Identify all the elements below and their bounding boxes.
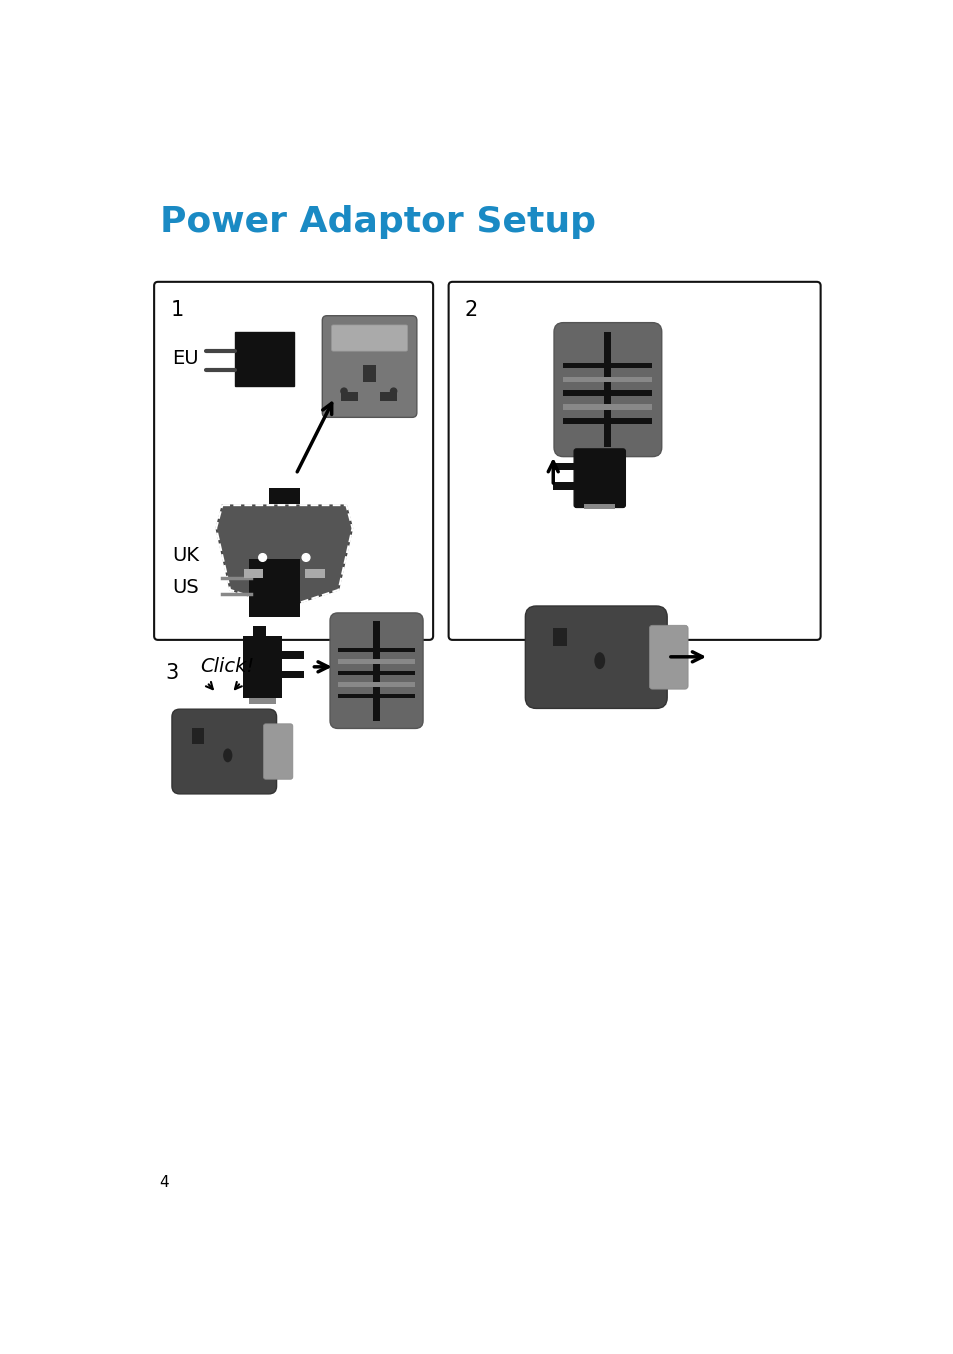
Bar bbox=[192, 728, 204, 743]
Polygon shape bbox=[216, 505, 353, 605]
FancyBboxPatch shape bbox=[330, 613, 422, 728]
Text: UK: UK bbox=[172, 546, 199, 565]
Text: 3: 3 bbox=[166, 663, 179, 682]
Bar bbox=[253, 626, 266, 640]
FancyBboxPatch shape bbox=[649, 626, 687, 689]
FancyBboxPatch shape bbox=[263, 724, 293, 780]
Bar bbox=[337, 693, 415, 699]
Bar bbox=[373, 620, 380, 720]
FancyBboxPatch shape bbox=[332, 325, 407, 351]
Ellipse shape bbox=[594, 653, 604, 669]
Bar bbox=[553, 482, 576, 490]
Bar bbox=[583, 504, 615, 509]
Text: 2: 2 bbox=[464, 299, 477, 320]
Circle shape bbox=[302, 554, 310, 562]
Text: US: US bbox=[172, 578, 198, 597]
Bar bbox=[562, 390, 652, 395]
Circle shape bbox=[340, 389, 347, 394]
Bar bbox=[363, 366, 375, 382]
Bar bbox=[553, 627, 567, 646]
Bar bbox=[337, 682, 415, 686]
FancyBboxPatch shape bbox=[172, 709, 276, 793]
Bar bbox=[244, 569, 263, 578]
Bar bbox=[562, 376, 652, 382]
FancyBboxPatch shape bbox=[554, 322, 661, 456]
FancyBboxPatch shape bbox=[322, 315, 416, 417]
Bar bbox=[379, 391, 396, 401]
Bar bbox=[562, 363, 652, 368]
Circle shape bbox=[258, 554, 266, 562]
FancyBboxPatch shape bbox=[525, 607, 666, 708]
Circle shape bbox=[390, 389, 396, 394]
Bar bbox=[603, 332, 611, 447]
FancyBboxPatch shape bbox=[574, 450, 624, 508]
Bar bbox=[235, 332, 294, 386]
Bar bbox=[249, 697, 275, 704]
Text: Click!: Click! bbox=[200, 657, 254, 676]
Bar bbox=[243, 636, 282, 697]
Bar bbox=[337, 670, 415, 676]
Text: 1: 1 bbox=[171, 299, 184, 320]
Bar bbox=[337, 659, 415, 663]
Bar bbox=[305, 569, 324, 578]
FancyBboxPatch shape bbox=[448, 282, 820, 640]
Ellipse shape bbox=[223, 749, 233, 762]
Bar bbox=[553, 463, 576, 470]
Bar bbox=[269, 489, 299, 504]
Bar bbox=[282, 651, 303, 659]
Bar bbox=[562, 418, 652, 424]
Bar bbox=[562, 405, 652, 410]
Bar bbox=[340, 391, 357, 401]
Bar bbox=[282, 670, 303, 678]
Text: 4: 4 bbox=[159, 1175, 169, 1190]
Bar bbox=[249, 559, 299, 617]
Text: EU: EU bbox=[172, 349, 198, 368]
Text: Power Adaptor Setup: Power Adaptor Setup bbox=[159, 204, 595, 238]
Bar bbox=[337, 647, 415, 653]
FancyBboxPatch shape bbox=[154, 282, 433, 640]
